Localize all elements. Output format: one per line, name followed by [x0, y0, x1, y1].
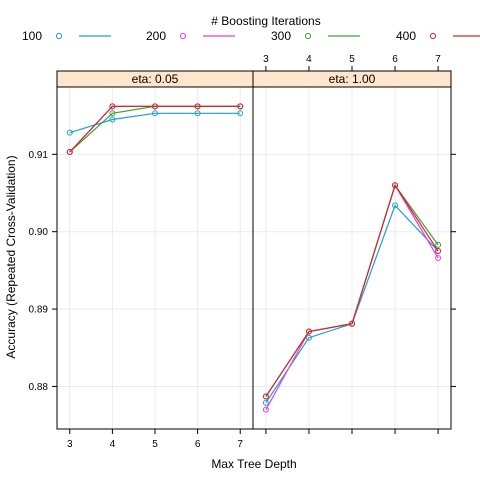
legend-marker — [304, 32, 312, 40]
legend: # Boosting Iterations 100 200 300 400 — [22, 14, 480, 43]
y-tick-label: 0.89 — [29, 305, 49, 316]
y-tick-label: 0.91 — [29, 150, 49, 161]
series-400 — [262, 182, 442, 400]
data-point — [237, 103, 244, 110]
x-tick-label: 6 — [392, 54, 398, 65]
x-axis-label: Max Tree Depth — [211, 457, 296, 471]
legend-title: # Boosting Iterations — [211, 14, 320, 28]
data-point — [262, 399, 269, 406]
legend-entry-200: 200 — [146, 29, 235, 43]
y-axis-label: Accuracy (Repeated Cross-Validation) — [4, 155, 18, 358]
x-tick-label: 4 — [306, 54, 312, 65]
x-tick-label: 4 — [110, 439, 116, 450]
data-point — [66, 148, 73, 155]
panel-strip-label: eta: 1.00 — [329, 72, 376, 86]
data-point — [152, 103, 158, 110]
legend-marker — [179, 32, 187, 40]
x-tick-label: 5 — [349, 54, 355, 65]
panel-1: eta: 0.05 3 4 5 6 7 — [56, 70, 254, 450]
data-point — [194, 103, 201, 110]
x-tick-label: 7 — [435, 54, 441, 65]
data-point — [109, 103, 116, 110]
data-point — [109, 116, 116, 123]
series-100 — [66, 110, 244, 136]
data-point — [262, 406, 269, 413]
series-line — [265, 183, 439, 397]
data-point — [305, 328, 312, 335]
data-point — [435, 255, 442, 261]
legend-label: 300 — [271, 29, 291, 43]
data-point — [66, 129, 73, 136]
data-point — [392, 182, 399, 189]
data-point — [109, 110, 116, 117]
legend-marker — [55, 32, 63, 40]
y-axis: 0.88 0.89 0.90 0.91 — [29, 150, 456, 393]
data-point — [152, 110, 158, 117]
x-tick-label: 5 — [152, 439, 158, 450]
data-point — [435, 241, 442, 248]
x-tick-label: 3 — [67, 439, 73, 450]
legend-label: 100 — [22, 29, 42, 43]
legend-entry-400: 400 — [396, 29, 480, 43]
series-line — [69, 105, 241, 153]
legend-entry-300: 300 — [271, 29, 360, 43]
data-point — [194, 110, 201, 117]
x-tick-label: 3 — [263, 54, 269, 65]
legend-label: 200 — [146, 29, 166, 43]
legend-label: 400 — [396, 29, 416, 43]
y-tick-label: 0.88 — [29, 382, 49, 393]
x-tick-label: 6 — [195, 439, 201, 450]
data-point — [305, 334, 312, 341]
data-point — [435, 248, 442, 255]
x-tick-label: 7 — [237, 439, 243, 450]
data-point — [349, 320, 355, 327]
series-line — [69, 112, 241, 134]
data-point — [237, 110, 244, 117]
data-point — [262, 393, 269, 400]
panels: eta: 0.05 3 4 5 6 7 eta: 1.00 3 4 5 6 7 0.88 0.89 0.90… — [29, 54, 456, 450]
y-tick-label: 0.90 — [29, 227, 49, 238]
legend-entry-100: 100 — [22, 29, 111, 43]
series-400 — [66, 103, 244, 155]
panel-grid — [57, 87, 253, 429]
panel-strip-label: eta: 0.05 — [132, 72, 179, 86]
data-point — [392, 202, 399, 209]
panel-2: eta: 1.00 3 4 5 6 7 — [252, 54, 452, 434]
legend-marker — [429, 32, 437, 40]
